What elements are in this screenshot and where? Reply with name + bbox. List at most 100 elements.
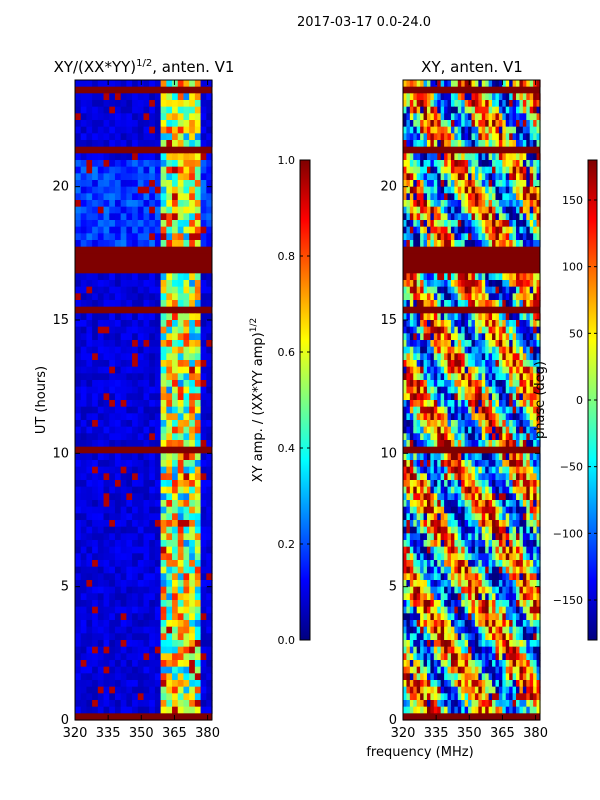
heatmap-cell <box>474 106 479 114</box>
heatmap-cell <box>478 313 483 321</box>
heatmap-cell <box>447 193 452 201</box>
heatmap-cell <box>92 420 99 428</box>
heatmap-cell <box>132 213 139 221</box>
heatmap-cell <box>444 393 449 401</box>
heatmap-cell <box>403 480 408 488</box>
heatmap-cell <box>478 386 483 394</box>
heatmap-cell <box>474 473 479 481</box>
heatmap-cell <box>126 120 133 128</box>
heatmap-cell <box>430 400 435 408</box>
heatmap-cell <box>75 233 82 241</box>
heatmap-cell <box>478 520 483 528</box>
heatmap-cell <box>75 360 82 368</box>
heatmap-cell <box>109 613 116 621</box>
heatmap-cell <box>450 206 455 214</box>
heatmap-cell <box>126 426 133 434</box>
heatmap-cell <box>177 333 185 341</box>
heatmap-cell <box>206 593 213 601</box>
heatmap-cell <box>114 206 122 214</box>
heatmap-cell <box>413 286 418 294</box>
heatmap-cell <box>519 326 524 334</box>
heatmap-cell <box>154 613 162 621</box>
heatmap-cell <box>430 466 435 474</box>
heatmap-cell <box>149 493 156 501</box>
heatmap-cell <box>502 506 507 514</box>
heatmap-cell <box>183 480 190 488</box>
heatmap-cell <box>450 133 455 141</box>
heatmap-cell <box>457 486 462 494</box>
heatmap-cell <box>433 406 438 414</box>
amplitude-colorbar-gradient <box>299 159 311 641</box>
heatmap-cell <box>403 233 408 241</box>
heatmap-cell <box>505 280 510 288</box>
heatmap-cell <box>154 426 162 434</box>
heatmap-cell <box>516 386 521 394</box>
heatmap-cell <box>154 200 162 208</box>
heatmap-cell <box>447 320 452 328</box>
heatmap-row <box>75 226 213 234</box>
flagged-row <box>75 260 212 268</box>
heatmap-cell <box>516 133 521 141</box>
heatmap-cell <box>492 526 497 534</box>
heatmap-cell <box>194 633 202 641</box>
heatmap-cell <box>97 626 105 634</box>
heatmap-cell <box>420 286 425 294</box>
heatmap-cell <box>461 533 466 541</box>
heatmap-cell <box>440 526 445 534</box>
heatmap-cell <box>206 566 213 574</box>
heatmap-cell <box>92 626 99 634</box>
heatmap-cell <box>109 166 116 174</box>
heatmap-cell <box>403 366 408 374</box>
heatmap-cell <box>200 440 207 448</box>
heatmap-cell <box>433 226 438 234</box>
heatmap-cell <box>137 526 145 534</box>
heatmap-cell <box>403 553 408 561</box>
heatmap-cell <box>447 200 452 208</box>
heatmap-cell <box>92 126 99 134</box>
heatmap-cell <box>502 153 507 161</box>
heatmap-cell <box>409 400 414 408</box>
heatmap-cell <box>120 320 127 328</box>
heatmap-cell <box>177 286 185 294</box>
heatmap-cell <box>403 426 408 434</box>
heatmap-cell <box>430 320 435 328</box>
heatmap-cell <box>498 206 503 214</box>
heatmap-row <box>403 433 541 441</box>
heatmap-cell <box>533 313 538 321</box>
heatmap-cell <box>172 606 179 614</box>
heatmap-cell <box>450 346 455 354</box>
heatmap-cell <box>86 366 93 374</box>
heatmap-cell <box>478 153 483 161</box>
heatmap-cell <box>433 193 438 201</box>
heatmap-cell <box>86 100 93 108</box>
heatmap-cell <box>488 320 493 328</box>
heatmap-cell <box>149 126 156 134</box>
heatmap-cell <box>433 433 438 441</box>
heatmap-cell <box>206 466 213 474</box>
heatmap-cell <box>522 566 527 574</box>
heatmap-cell <box>103 220 110 228</box>
heatmap-cell <box>406 420 411 428</box>
heatmap-cell <box>519 426 524 434</box>
heatmap-cell <box>474 413 479 421</box>
heatmap-cell <box>103 453 110 461</box>
heatmap-cell <box>426 173 431 181</box>
heatmap-cell <box>481 80 486 88</box>
heatmap-cell <box>495 326 500 334</box>
heatmap-cell <box>420 80 425 88</box>
heatmap-cell <box>114 333 122 341</box>
heatmap-row <box>75 160 213 168</box>
heatmap-cell <box>529 486 534 494</box>
heatmap-cell <box>464 540 469 548</box>
heatmap-cell <box>132 686 139 694</box>
heatmap-cell <box>444 326 449 334</box>
heatmap-cell <box>86 126 93 134</box>
heatmap-cell <box>97 413 105 421</box>
heatmap-cell <box>114 133 122 141</box>
heatmap-cell <box>457 460 462 468</box>
heatmap-cell <box>194 366 202 374</box>
heatmap-cell <box>526 386 531 394</box>
heatmap-cell <box>444 153 449 161</box>
heatmap-cell <box>454 273 459 281</box>
heatmap-cell <box>132 120 139 128</box>
